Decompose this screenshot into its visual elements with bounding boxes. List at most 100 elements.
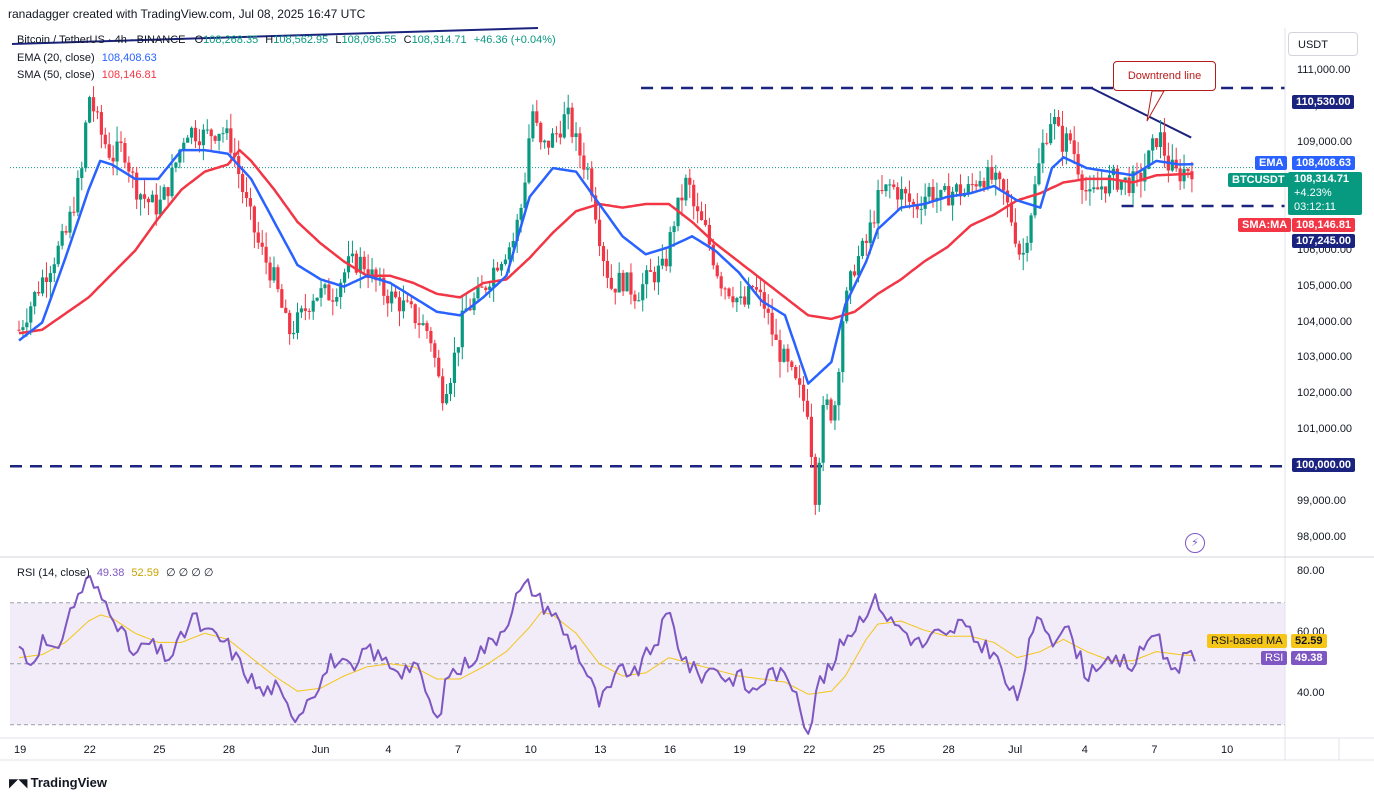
sma-legend-value: 108,146.81 (101, 69, 157, 81)
candle (390, 283, 394, 312)
candle-body (1049, 124, 1053, 144)
candle (574, 122, 578, 152)
candle-body (1009, 202, 1014, 223)
candle (794, 364, 798, 381)
candle (1072, 126, 1076, 164)
candle (276, 264, 280, 293)
alert-lightning-icon[interactable]: ⚡ (1185, 533, 1205, 553)
candle-body (896, 187, 900, 200)
candle (778, 329, 782, 378)
candle (562, 101, 566, 139)
candle (1096, 171, 1100, 190)
candle (790, 360, 794, 371)
candle (166, 186, 170, 205)
candles[interactable] (17, 86, 1194, 515)
time-tick-label: 19 (733, 744, 746, 756)
candle (48, 265, 52, 298)
candle (174, 161, 178, 173)
candle-body (193, 127, 198, 142)
time-tick-label: Jun (311, 744, 330, 756)
candle-body (315, 297, 319, 301)
candle (319, 280, 323, 307)
candle (331, 288, 335, 316)
candle (668, 226, 672, 273)
candle-body (284, 307, 288, 313)
candle-body (770, 312, 774, 335)
candle-body (919, 208, 923, 210)
candle (849, 269, 853, 304)
indicator-lines[interactable] (18, 148, 1196, 735)
candle (303, 293, 307, 321)
candle (91, 86, 96, 122)
candle (107, 132, 111, 160)
candle-body (299, 308, 304, 313)
candle-body (311, 300, 315, 312)
sma-legend-label: SMA (50, close) (17, 69, 95, 81)
candle (429, 327, 433, 352)
candle-body (382, 277, 386, 296)
candle (723, 286, 727, 300)
rsi-ma-line (18, 611, 1194, 695)
candle (817, 457, 821, 512)
candle-body (170, 167, 174, 197)
candle-body (707, 224, 712, 245)
ema-legend[interactable]: EMA (20, close) 108,408.63 (17, 52, 157, 64)
downtrend-annotation[interactable]: Downtrend line (1113, 61, 1216, 91)
candle (217, 133, 221, 151)
candle (829, 397, 833, 424)
candle-body (805, 400, 810, 417)
candle (225, 119, 229, 140)
candle-body (1158, 132, 1163, 148)
rsi-band (10, 602, 1285, 726)
candle-body (813, 456, 817, 505)
candle (150, 190, 154, 203)
candle-body (586, 168, 590, 170)
candle-body (633, 294, 637, 302)
candle (543, 139, 547, 149)
symbol-name[interactable]: Bitcoin / TetherUS · 4h · BINANCE (17, 34, 186, 46)
candle-body (562, 114, 566, 138)
candle (291, 320, 296, 340)
candle-body (511, 241, 515, 248)
candle (907, 180, 912, 209)
candle-body (1139, 172, 1143, 182)
candle-body (339, 282, 343, 298)
symbol-legend: Bitcoin / TetherUS · 4h · BINANCE O108,2… (17, 34, 556, 46)
candle-body (939, 190, 943, 198)
tradingview-logo[interactable]: ◤◥ TradingView (9, 775, 107, 790)
time-tick-label: 25 (872, 744, 886, 756)
time-tick-label: 7 (1151, 744, 1158, 756)
candle-body (546, 140, 551, 148)
candle (162, 184, 166, 201)
candle (652, 266, 657, 291)
rsi-legend[interactable]: RSI (14, close) 49.38 52.59 ∅ ∅ ∅ ∅ (17, 566, 214, 579)
candle-body (409, 301, 413, 305)
candle (554, 126, 559, 143)
candle (1041, 129, 1045, 174)
candle (527, 124, 531, 185)
candle (637, 292, 641, 302)
horizontal-levels[interactable] (10, 27, 1285, 468)
candle (119, 131, 123, 153)
candle (786, 344, 790, 373)
candle (476, 276, 480, 301)
candle (127, 156, 131, 183)
candle-body (1151, 138, 1155, 151)
candle (240, 166, 245, 204)
candle (397, 291, 402, 327)
candle (617, 262, 621, 293)
sma-legend[interactable]: SMA (50, close) 108,146.81 (17, 69, 157, 81)
time-tick-label: 13 (594, 744, 607, 756)
candle (927, 182, 931, 204)
rsi-ma-legend-value: 52.59 (131, 567, 159, 579)
candle (841, 314, 845, 383)
candle (64, 225, 68, 236)
candle-body (44, 277, 49, 283)
candle-body (605, 260, 610, 278)
candle-body (594, 195, 598, 220)
candle-body (856, 256, 861, 276)
currency-button[interactable]: USDT (1288, 32, 1358, 56)
candle-body (64, 231, 68, 233)
candle-body (425, 323, 429, 331)
